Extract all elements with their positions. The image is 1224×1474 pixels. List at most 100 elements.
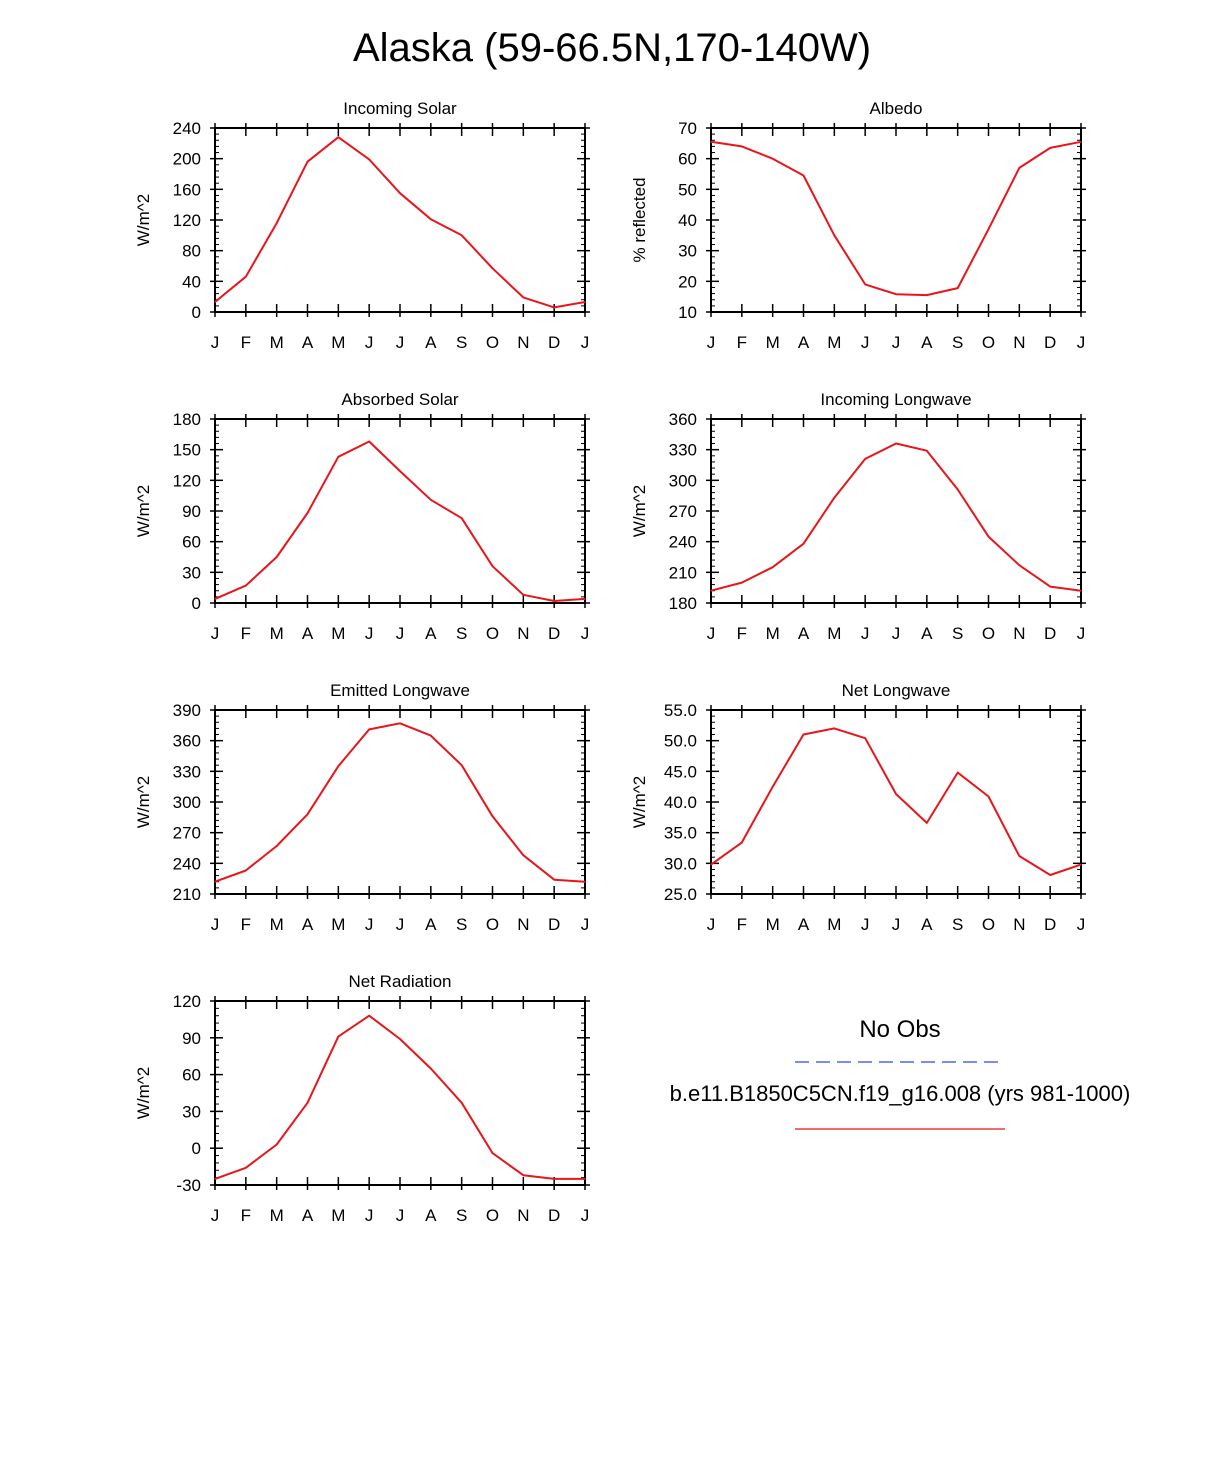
- chart-title: Incoming Longwave: [820, 390, 971, 409]
- data-point: [214, 880, 216, 883]
- x-tick-label: A: [302, 1206, 314, 1225]
- y-tick-label: 160: [173, 180, 201, 199]
- x-tick-label: N: [1013, 915, 1025, 934]
- x-tick-label: O: [982, 915, 995, 934]
- y-tick-label: 330: [173, 762, 201, 781]
- chart-title: Incoming Solar: [343, 99, 457, 118]
- y-tick-label: 80: [182, 242, 201, 261]
- y-tick-label: 30: [182, 563, 201, 582]
- y-tick-label: 60: [678, 150, 697, 169]
- data-point: [584, 880, 586, 883]
- x-tick-label: O: [486, 333, 499, 352]
- data-point: [956, 771, 959, 774]
- y-tick-label: 330: [669, 441, 697, 460]
- x-tick-label: J: [581, 1206, 590, 1225]
- y-tick-label: 90: [182, 1029, 201, 1048]
- x-tick-label: J: [396, 624, 405, 643]
- x-tick-label: D: [548, 915, 560, 934]
- data-point: [522, 296, 525, 299]
- data-point: [833, 234, 836, 237]
- y-tick-label: 240: [173, 119, 201, 138]
- data-point: [460, 517, 463, 519]
- y-tick-label: 90: [182, 502, 201, 521]
- y-tick-label: 360: [669, 410, 697, 429]
- x-tick-label: J: [365, 624, 374, 643]
- x-tick-label: J: [211, 333, 220, 352]
- x-tick-label: J: [581, 915, 590, 934]
- x-tick-label: M: [331, 333, 345, 352]
- x-tick-label: J: [1077, 333, 1086, 352]
- data-point: [306, 1102, 309, 1104]
- x-tick-label: N: [517, 333, 529, 352]
- x-tick-label: N: [517, 624, 529, 643]
- plot-frame: [214, 127, 586, 313]
- data-point: [491, 1152, 494, 1154]
- x-tick-label: S: [456, 333, 467, 352]
- x-tick-label: D: [548, 333, 560, 352]
- data-point: [926, 449, 928, 452]
- data-point: [895, 293, 897, 296]
- data-point: [926, 822, 928, 824]
- x-tick-label: A: [425, 333, 437, 352]
- data-point: [802, 174, 805, 177]
- data-point: [430, 1067, 432, 1070]
- y-tick-label: 300: [669, 471, 697, 490]
- plot-frame: [214, 709, 586, 895]
- x-tick-label: A: [425, 915, 437, 934]
- data-point: [460, 764, 463, 766]
- x-tick-label: N: [1013, 624, 1025, 643]
- data-point: [864, 458, 866, 460]
- y-tick-label: 150: [173, 441, 201, 460]
- series-line: [710, 727, 1082, 876]
- y-tick-label: 240: [669, 533, 697, 552]
- y-axis-label: W/m^2: [630, 485, 649, 537]
- x-tick-label: J: [707, 624, 716, 643]
- x-tick-label: F: [737, 333, 747, 352]
- data-point: [1080, 589, 1082, 592]
- data-point: [399, 470, 401, 472]
- y-tick-label: 300: [173, 793, 201, 812]
- x-tick-label: A: [921, 333, 933, 352]
- y-tick-label: 55.0: [664, 701, 697, 720]
- legend-obs-label: No Obs: [859, 1016, 941, 1043]
- data-point: [741, 145, 743, 148]
- x-tick-label: A: [798, 333, 810, 352]
- plot-frame: [710, 418, 1082, 604]
- data-point: [214, 598, 216, 600]
- data-point: [741, 581, 743, 584]
- y-tick-label: 240: [173, 854, 201, 873]
- x-tick-label: M: [766, 624, 780, 643]
- y-tick-label: 45.0: [664, 762, 697, 781]
- y-tick-label: 50.0: [664, 732, 697, 751]
- data-point: [368, 158, 370, 161]
- data-point: [1049, 147, 1051, 149]
- x-tick-label: D: [1044, 915, 1056, 934]
- x-tick-label: N: [1013, 333, 1025, 352]
- y-tick-label: 0: [192, 303, 201, 322]
- x-tick-label: J: [365, 915, 374, 934]
- x-tick-label: J: [1077, 624, 1086, 643]
- data-point: [491, 267, 494, 270]
- data-point: [430, 734, 432, 737]
- data-point: [584, 1178, 586, 1180]
- y-tick-label: -30: [176, 1176, 201, 1195]
- y-tick-label: 390: [173, 701, 201, 720]
- y-tick-label: 210: [669, 563, 697, 582]
- y-axis-label: % reflected: [630, 177, 649, 262]
- x-tick-label: O: [982, 624, 995, 643]
- data-point: [802, 733, 805, 736]
- x-tick-label: A: [798, 624, 810, 643]
- data-point: [833, 727, 836, 730]
- data-point: [430, 218, 432, 221]
- series-line: [214, 440, 586, 602]
- x-tick-label: A: [425, 1206, 437, 1225]
- y-tick-label: 180: [669, 594, 697, 613]
- x-tick-label: N: [517, 915, 529, 934]
- data-point: [275, 845, 278, 847]
- data-point: [1018, 167, 1021, 169]
- data-point: [584, 301, 586, 303]
- x-tick-label: S: [952, 624, 963, 643]
- y-tick-label: 40: [182, 272, 201, 291]
